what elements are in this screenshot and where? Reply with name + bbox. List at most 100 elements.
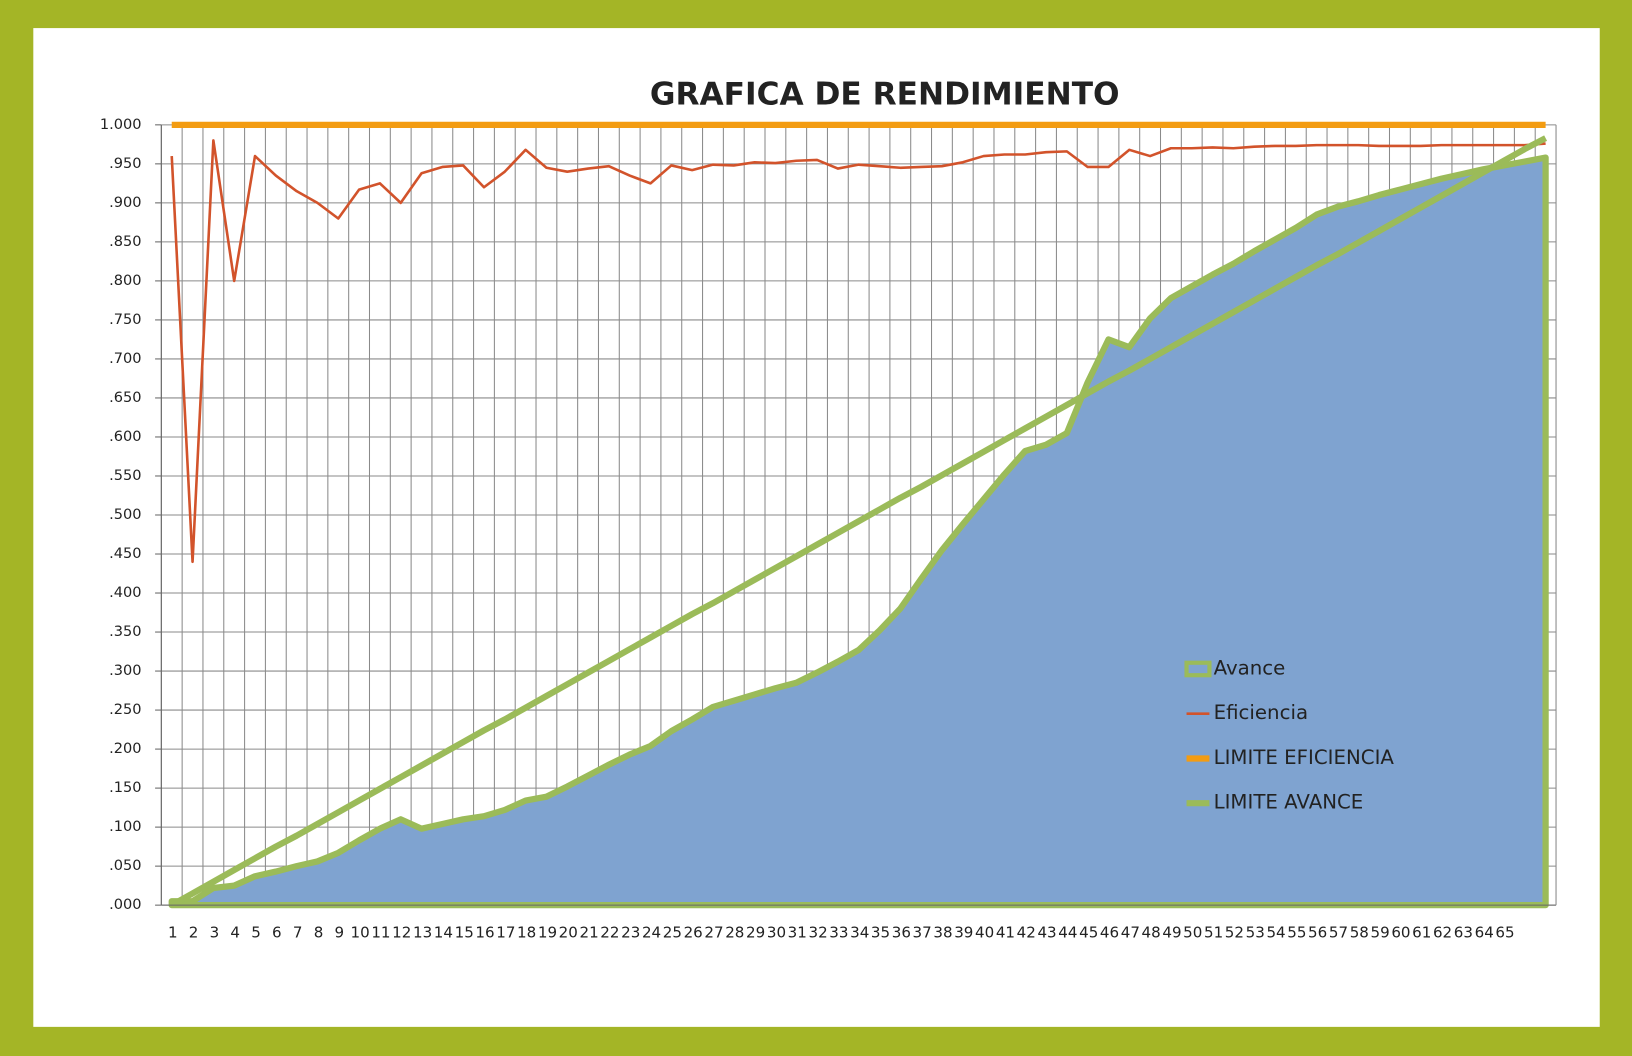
x-tick-label: 15 [455,924,474,942]
x-tick-label: 57 [1329,924,1348,942]
x-tick-label: 28 [725,924,744,942]
x-tick-label: 4 [230,924,240,942]
legend-label: Eficiencia [1214,701,1308,724]
x-tick-label: 37 [913,924,932,942]
x-tick-label: 47 [1121,924,1140,942]
x-tick-label: 42 [1017,924,1036,942]
x-tick-label: 61 [1412,924,1431,942]
x-tick-label: 18 [517,924,536,942]
y-tick-label: .600 [109,428,141,445]
x-tick-label: 35 [871,924,890,942]
x-tick-label: 12 [392,924,411,942]
legend-label: Avance [1214,656,1286,679]
x-tick-label: 16 [475,924,494,942]
x-tick-label: 14 [434,924,453,942]
y-tick-label: .100 [109,818,141,835]
x-tick-label: 44 [1058,924,1077,942]
x-tick-label: 50 [1183,924,1202,942]
y-tick-label: .150 [109,779,141,796]
x-tick-label: 8 [314,924,324,942]
x-tick-label: 45 [1079,924,1098,942]
x-tick-label: 32 [808,924,827,942]
x-tick-label: 11 [371,924,390,942]
x-tick-label: 63 [1454,924,1473,942]
y-tick-label: .400 [109,584,141,601]
x-tick-label: 10 [351,924,370,942]
y-tick-label: .800 [109,272,141,289]
chart-title: GRAFICA DE RENDIMIENTO [650,77,1120,113]
x-tick-label: 30 [767,924,786,942]
x-tick-label: 23 [621,924,640,942]
x-tick-label: 26 [684,924,703,942]
x-tick-label: 20 [559,924,578,942]
y-tick-label: 1.000 [100,116,142,133]
y-tick-label: .500 [109,506,141,523]
x-tick-label: 29 [746,924,765,942]
x-tick-label: 58 [1350,924,1369,942]
x-tick-label: 9 [335,924,345,942]
x-tick-label: 48 [1142,924,1161,942]
y-tick-label: .200 [109,740,141,757]
x-tick-label: 53 [1246,924,1265,942]
x-tick-label: 5 [251,924,261,942]
x-tick-label: 56 [1308,924,1327,942]
legend-label: LIMITE AVANCE [1214,791,1364,814]
y-tick-label: .650 [109,389,141,406]
x-tick-label: 54 [1266,924,1285,942]
y-tick-label: .350 [109,623,141,640]
x-tick-label: 41 [996,924,1015,942]
x-tick-label: 52 [1225,924,1244,942]
line [170,139,1546,564]
y-tick-label: .000 [109,896,141,913]
x-tick-label: 55 [1287,924,1306,942]
y-tick-label: .550 [109,467,141,484]
x-tick-label: 64 [1475,924,1494,942]
legend-swatch [1184,660,1212,678]
x-tick-label: 24 [642,924,661,942]
x-tick-label: 34 [850,924,869,942]
y-tick-label: .750 [109,311,141,328]
x-tick-label: 59 [1371,924,1390,942]
x-tick-label: 7 [293,924,303,942]
x-tick-label: 2 [189,924,199,942]
x-tick-label: 31 [788,924,807,942]
x-tick-label: 62 [1433,924,1452,942]
x-tick-label: 21 [580,924,599,942]
x-tick-label: 49 [1162,924,1181,942]
x-tick-label: 19 [538,924,557,942]
area [168,154,1549,909]
y-tick-label: .250 [109,701,141,718]
x-tick-label: 33 [829,924,848,942]
legend-label: LIMITE EFICIENCIA [1214,746,1395,769]
x-tick-label: 3 [210,924,220,942]
x-tick-label: 1 [168,924,178,942]
axes: .000 .050 .100 .150 .200 .250 .300 .350 .400 .450… [100,116,1557,942]
x-tick-label: 65 [1495,924,1514,942]
x-tick-label: 51 [1204,924,1223,942]
x-tick-label: 39 [954,924,973,942]
x-tick-label: 13 [413,924,432,942]
x-tick-label: 22 [600,924,619,942]
legend: Avance Eficiencia LIMITE EFICIENCIA LIMITE … [1184,656,1395,814]
x-tick-label: 27 [704,924,723,942]
y-tick-label: .950 [109,155,141,172]
x-tick-label: 60 [1391,924,1410,942]
x-tick-label: 36 [892,924,911,942]
y-tick-label: .850 [109,233,141,250]
y-tick-label: .700 [109,350,141,367]
x-tick-label: 25 [663,924,682,942]
marks [168,121,1549,909]
x-tick-label: 40 [975,924,994,942]
x-tick-label: 17 [496,924,515,942]
y-tick-label: .900 [109,194,141,211]
x-tick-label: 43 [1037,924,1056,942]
y-tick-label: .300 [109,662,141,679]
y-tick-label: .050 [109,857,141,874]
y-tick-label: .450 [109,545,141,562]
x-tick-label: 6 [272,924,282,942]
x-tick-label: 46 [1100,924,1119,942]
line [170,135,1548,908]
x-tick-label: 38 [933,924,952,942]
